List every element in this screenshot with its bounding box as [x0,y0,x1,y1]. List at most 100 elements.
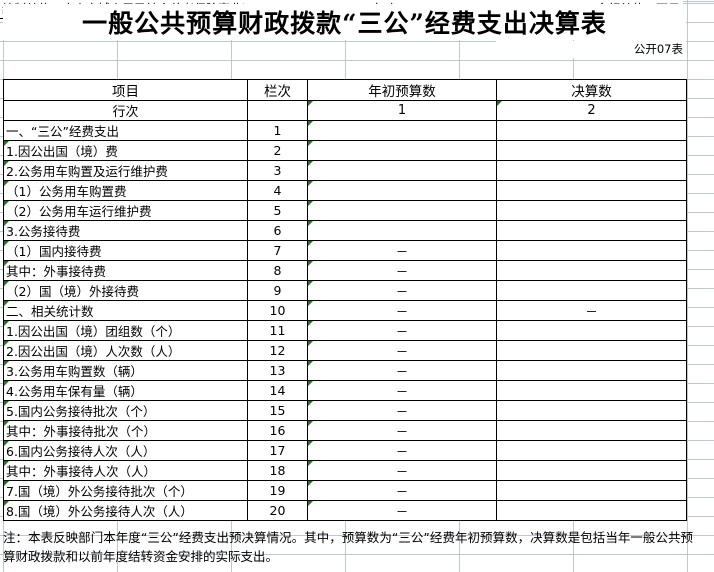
footer-note: 注：本表反映部门本年度“三公”经费支出预决算情况。其中，预算数为“三公”经费年初… [3,530,693,564]
cell-final[interactable] [496,440,687,461]
cell-error-triangle-icon [4,161,9,166]
cell-budget[interactable]: － [307,460,497,481]
cell-error-triangle-icon [497,101,502,106]
cell-budget[interactable]: － [307,280,497,301]
row-number: 10 [247,300,308,321]
cell-error-triangle-icon [308,461,313,466]
cell-final[interactable] [496,400,687,421]
cell-budget[interactable] [307,200,497,221]
cell-budget[interactable]: － [307,380,497,401]
cell-error-triangle-icon [4,281,9,286]
cell-error-triangle-icon [308,441,313,446]
header-column-no: 栏次 [247,79,308,101]
cell-error-triangle-icon [4,461,9,466]
cell-budget[interactable]: － [307,400,497,421]
cell-budget[interactable]: － [307,320,497,341]
table-row: 7.国（境）外公务接待批次（个） 19 － [3,480,687,501]
cell-error-triangle-icon [308,281,313,286]
row-label: 3.公务用车购置数（辆） [3,360,248,381]
cell-error-triangle-icon [308,381,313,386]
cell-final[interactable] [496,180,687,201]
cell-final[interactable] [496,200,687,221]
cell-error-triangle-icon [4,301,9,306]
cell-error-triangle-icon [4,381,9,386]
cell-budget[interactable] [307,220,497,241]
form-number: 公开07表 [496,41,686,58]
table-rownumber-row: 行次 1 2 [3,100,687,121]
rowno-label: 行次 [3,100,248,121]
table-row: 2.因公出国（境）人次数（人） 12 － [3,340,687,361]
table-row: 1.因公出国（境）费 2 [3,140,687,161]
cell-budget[interactable]: － [307,420,497,441]
cell-error-triangle-icon [4,421,9,426]
cell-error-triangle-icon [4,261,9,266]
cell-final[interactable]: － [496,300,687,321]
cell-final[interactable] [496,360,687,381]
cell-budget[interactable] [307,120,497,141]
report-title-row: 一般公共预算财政拨款“三公”经费支出决算表 [3,4,686,40]
cell-final[interactable] [496,240,687,261]
cell-error-triangle-icon [308,181,313,186]
table-row: （2）国（境）外接待费 9 － [3,280,687,301]
cell-error-triangle-icon [308,121,313,126]
cell-final[interactable] [496,140,687,161]
table-header-row: 项目 栏次 年初预算数 决算数 [3,79,687,101]
row-label: 其中：外事接待批次（个） [3,420,248,441]
row-number: 16 [247,420,308,441]
table-row: （1）公务用车购置费 4 [3,180,687,201]
row-number: 15 [247,400,308,421]
cell-final[interactable] [496,500,687,521]
cell-error-triangle-icon [4,241,9,246]
cell-budget[interactable] [307,160,497,181]
table-row: 2.公务用车购置及运行维护费 3 [3,160,687,181]
cell-final[interactable] [496,380,687,401]
cell-final[interactable] [496,220,687,241]
cell-budget[interactable] [307,180,497,201]
row-number: 9 [247,280,308,301]
row-label: 2.因公出国（境）人次数（人） [3,340,248,361]
cell-budget[interactable]: － [307,300,497,321]
cell-budget[interactable]: － [307,480,497,501]
page-title: 一般公共预算财政拨款“三公”经费支出决算表 [82,9,607,38]
header-final: 决算数 [496,79,687,101]
cell-final[interactable] [496,160,687,181]
table-row: 其中：外事接待费 8 － [3,260,687,281]
cell-budget[interactable]: － [307,440,497,461]
row-number: 19 [247,480,308,501]
rowno-1: 1 [307,100,497,121]
cell-final[interactable] [496,120,687,141]
cell-error-triangle-icon [4,321,9,326]
cell-budget[interactable]: － [307,240,497,261]
cell-final[interactable] [496,480,687,501]
cell-final[interactable] [496,260,687,281]
table-row: 3.公务接待费 6 [3,220,687,241]
row-label: 3.公务接待费 [3,220,248,241]
cell-error-triangle-icon [308,481,313,486]
cell-budget[interactable]: － [307,260,497,281]
cell-budget[interactable]: － [307,360,497,381]
cell-final[interactable] [496,340,687,361]
row-number: 18 [247,460,308,481]
table-row: （1）国内接待费 7 － [3,240,687,261]
table-row: 其中：外事接待批次（个） 16 － [3,420,687,441]
cell-error-triangle-icon [4,481,9,486]
cell-final[interactable] [496,420,687,441]
cell-error-triangle-icon [308,201,313,206]
table-row: 其中：外事接待人次（人） 18 － [3,460,687,481]
cell-budget[interactable]: － [307,500,497,521]
cell-budget[interactable]: － [307,340,497,361]
cell-error-triangle-icon [308,141,313,146]
row-label: 4.公务用车保有量（辆） [3,380,248,401]
cell-final[interactable] [496,280,687,301]
cell-error-triangle-icon [4,181,9,186]
table-row: 二、相关统计数 10 －－ [3,300,687,321]
cell-final[interactable] [496,460,687,481]
row-number: 5 [247,200,308,221]
row-label: 8.国（境）外公务接待人次（人） [3,500,248,521]
cell-final[interactable] [496,320,687,341]
row-number: 11 [247,320,308,341]
table-row: 5.国内公务接待批次（个） 15 － [3,400,687,421]
cell-budget[interactable] [307,140,497,161]
row-number: 1 [247,120,308,141]
cell-error-triangle-icon [4,401,9,406]
